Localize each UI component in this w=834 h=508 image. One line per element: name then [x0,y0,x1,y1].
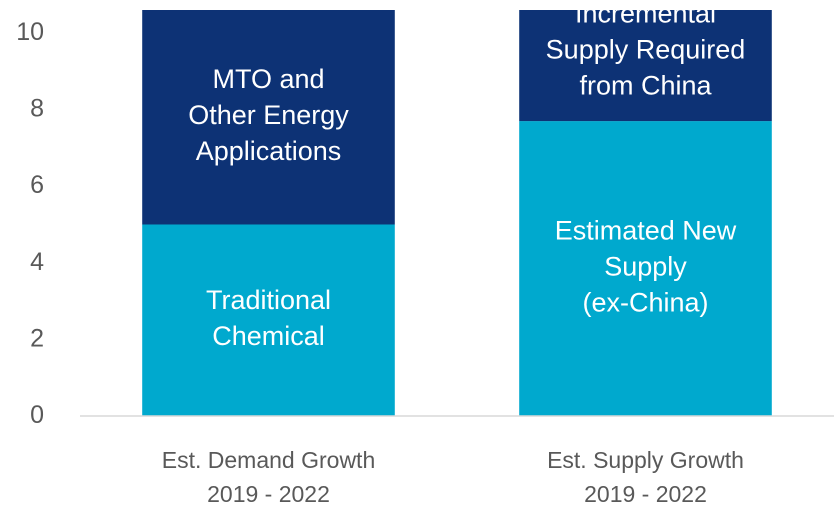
x-tick-label: Est. Supply Growth 2019 - 2022 [547,447,744,507]
y-tick-label: 6 [30,171,44,199]
x-tick-label: Est. Demand Growth 2019 - 2022 [162,447,375,507]
bar-segment [142,10,395,225]
y-tick-label: 8 [30,94,44,122]
segment-label: MTO and Other Energy Applications [188,64,349,166]
y-tick-label: 10 [16,18,44,46]
segment-label: Estimated New Supply (ex-China) [555,216,737,318]
y-tick-label: 4 [30,247,44,275]
y-tick-label: 0 [30,401,44,429]
segment-label: Incremental Supply Required from China [546,0,746,101]
segment-label: Traditional Chemical [206,285,331,351]
bar-segment [519,121,772,416]
bar-segment [519,10,772,122]
y-tick-label: 2 [30,324,44,352]
bar-segment [142,224,395,416]
